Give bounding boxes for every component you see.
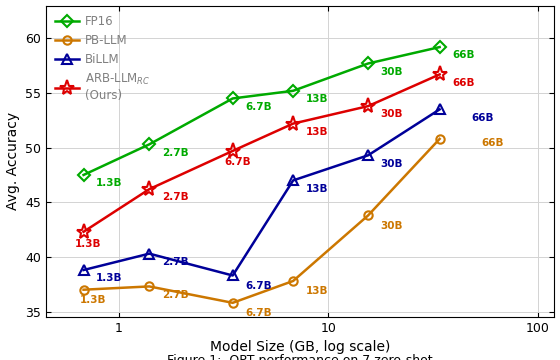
FP16 <box>365 61 371 66</box>
Text: 6.7B: 6.7B <box>245 308 272 318</box>
ARB-LLM$_{RC}$
(Ours) <box>230 149 236 153</box>
Text: 30B: 30B <box>381 67 403 77</box>
ARB-LLM$_{RC}$
(Ours) <box>436 72 443 77</box>
Text: 2.7B: 2.7B <box>162 193 189 202</box>
FP16 <box>290 89 296 93</box>
Text: 6.7B: 6.7B <box>245 102 272 112</box>
Text: 13B: 13B <box>306 287 328 296</box>
Text: 66B: 66B <box>452 78 475 88</box>
Y-axis label: Avg. Accuracy: Avg. Accuracy <box>6 112 20 210</box>
Text: 1.3B: 1.3B <box>80 295 106 305</box>
ARB-LLM$_{RC}$
(Ours) <box>365 104 371 108</box>
Text: 13B: 13B <box>306 94 328 104</box>
Text: Figure 1:  OPT performance on 7 zero-shot
Question Answering (QA) datasets. Our : Figure 1: OPT performance on 7 zero-shot… <box>156 354 444 360</box>
ARB-LLM$_{RC}$
(Ours) <box>80 230 87 234</box>
Text: 1.3B: 1.3B <box>96 178 123 188</box>
PB-LLM <box>436 137 443 141</box>
Text: 2.7B: 2.7B <box>162 257 189 267</box>
PB-LLM <box>290 279 296 283</box>
BiLLM <box>365 153 371 157</box>
BiLLM <box>230 273 236 278</box>
Text: 6.7B: 6.7B <box>225 157 251 167</box>
Text: 1.3B: 1.3B <box>96 273 123 283</box>
X-axis label: Model Size (GB, log scale): Model Size (GB, log scale) <box>210 341 390 355</box>
Line: FP16: FP16 <box>80 43 444 179</box>
Line: ARB-LLM$_{RC}$
(Ours): ARB-LLM$_{RC}$ (Ours) <box>76 67 447 239</box>
BiLLM <box>80 268 87 272</box>
Text: 30B: 30B <box>381 109 403 120</box>
Text: 30B: 30B <box>381 158 403 168</box>
Line: BiLLM: BiLLM <box>79 104 445 280</box>
Text: 2.7B: 2.7B <box>162 290 189 300</box>
PB-LLM <box>146 284 153 289</box>
Text: 13B: 13B <box>306 184 328 194</box>
Text: 13B: 13B <box>306 127 328 137</box>
PB-LLM <box>365 213 371 217</box>
BiLLM <box>146 252 153 256</box>
ARB-LLM$_{RC}$
(Ours) <box>290 121 296 126</box>
BiLLM <box>436 107 443 112</box>
Text: 30B: 30B <box>381 221 403 231</box>
FP16 <box>436 45 443 49</box>
PB-LLM <box>230 301 236 305</box>
BiLLM <box>290 178 296 183</box>
Text: 2.7B: 2.7B <box>162 148 189 158</box>
FP16 <box>230 96 236 100</box>
FP16 <box>146 142 153 147</box>
Line: PB-LLM: PB-LLM <box>80 135 444 307</box>
Legend: FP16, PB-LLM, BiLLM, ARB-LLM$_{RC}$
(Ours): FP16, PB-LLM, BiLLM, ARB-LLM$_{RC}$ (Our… <box>52 12 154 105</box>
FP16 <box>80 173 87 177</box>
Text: 66B: 66B <box>471 113 493 123</box>
PB-LLM <box>80 288 87 292</box>
Text: 6.7B: 6.7B <box>245 281 272 291</box>
Text: 66B: 66B <box>482 138 504 148</box>
ARB-LLM$_{RC}$
(Ours) <box>146 187 153 191</box>
Text: 66B: 66B <box>452 50 475 60</box>
Text: 1.3B: 1.3B <box>75 239 102 249</box>
